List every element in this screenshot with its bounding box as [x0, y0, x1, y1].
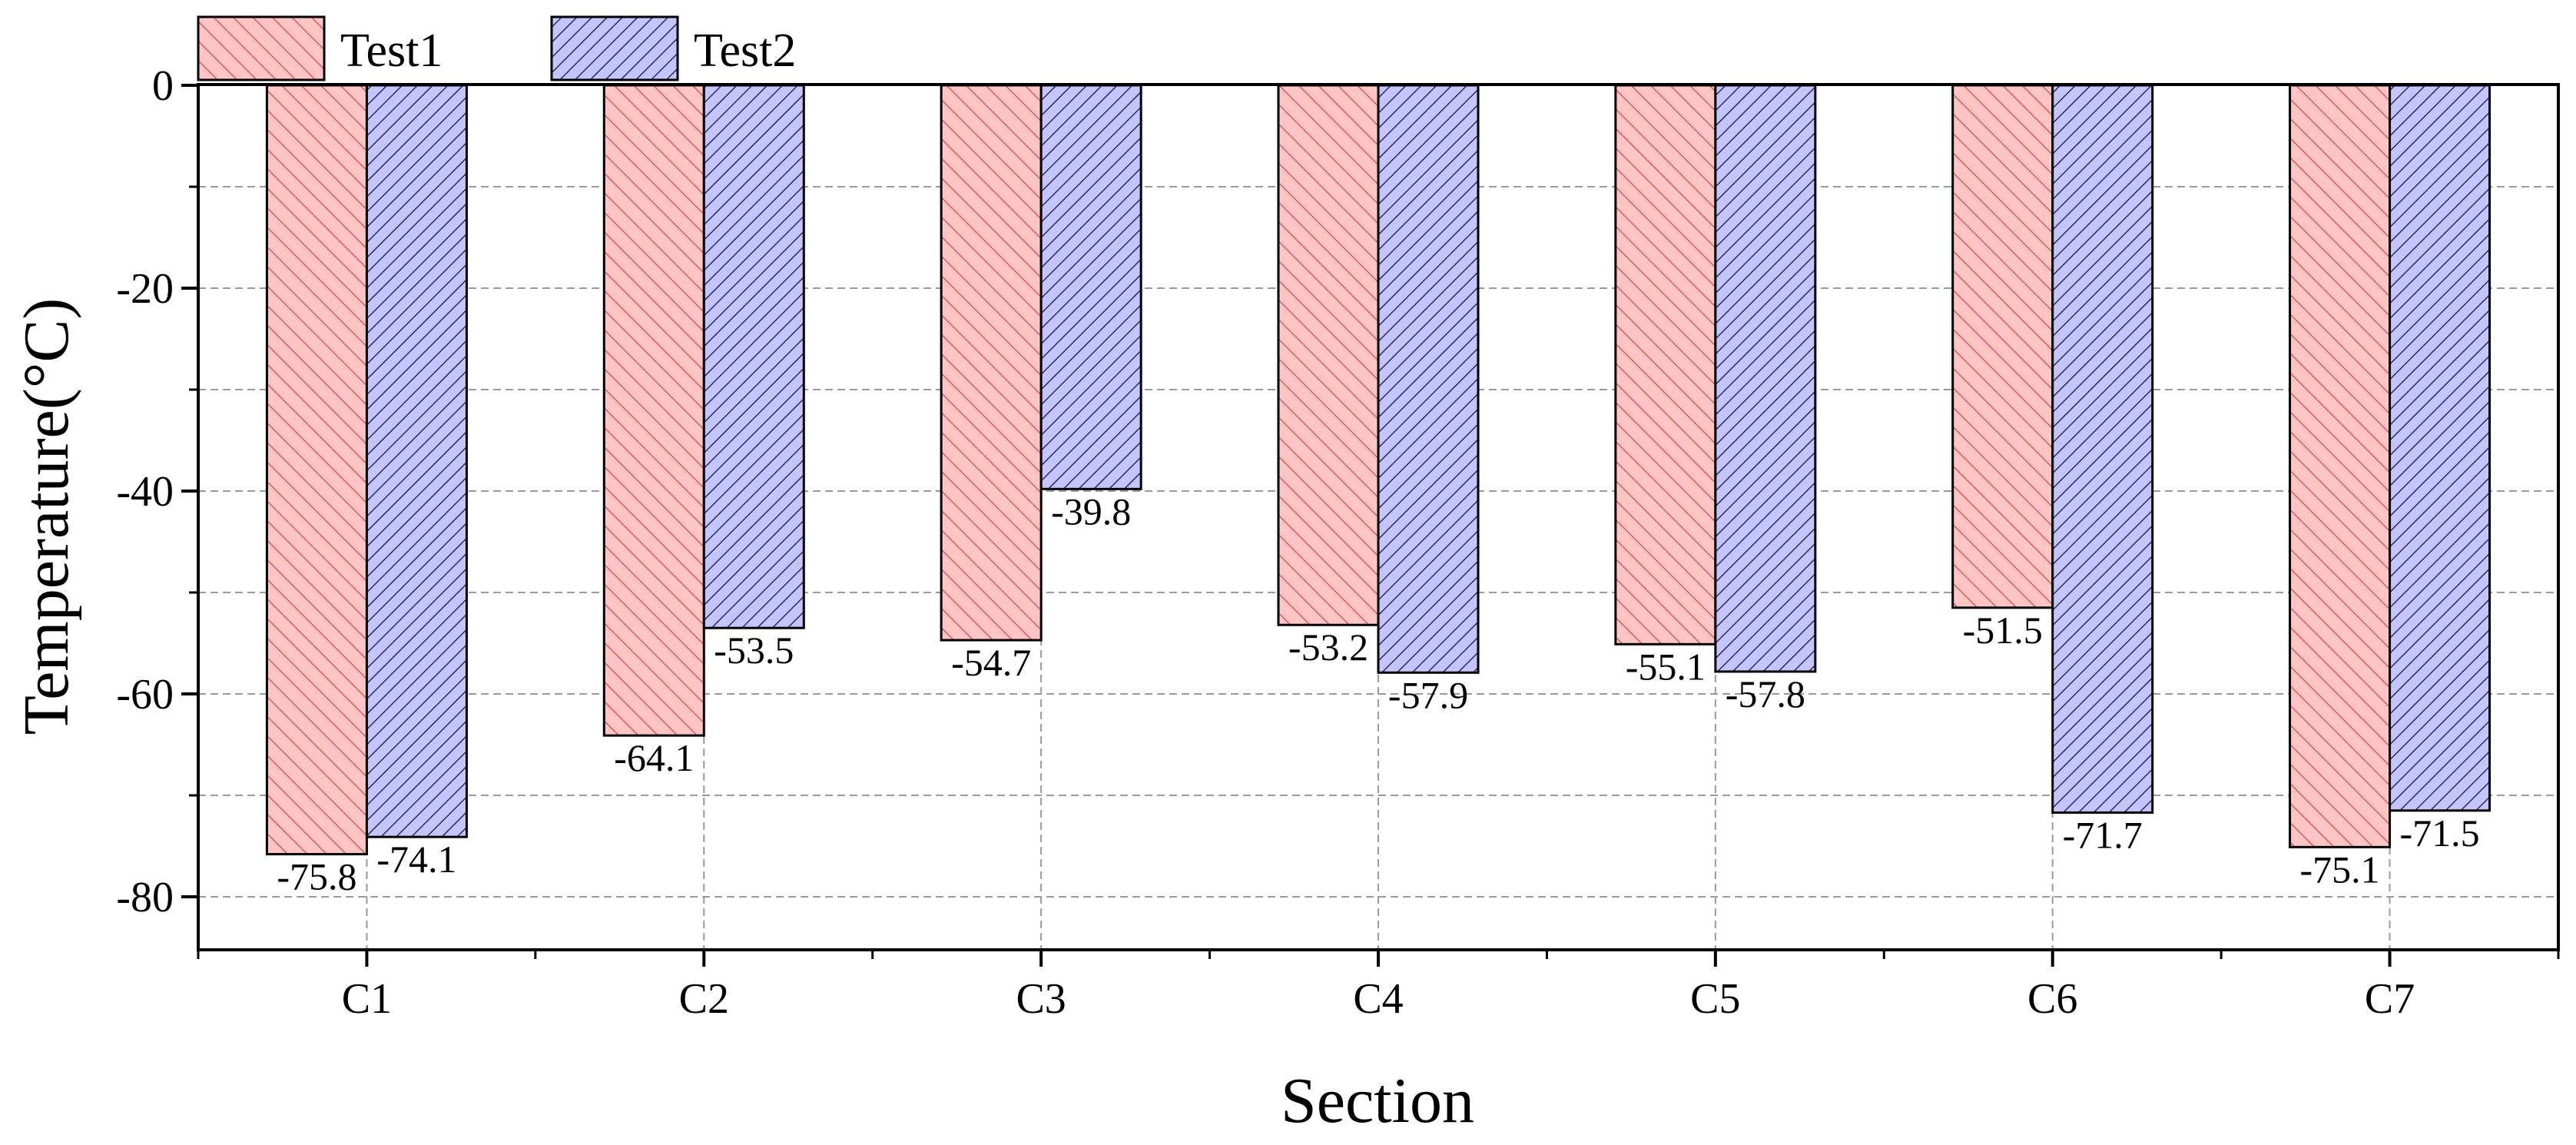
x-axis: C1 C2 C3 C4 C5 C6 C7: [197, 950, 2560, 1023]
y-tick-label: -80: [116, 874, 174, 921]
x-tick-label-c1: C1: [342, 975, 392, 1023]
bar-test1-c2: [602, 84, 705, 737]
bar-test1-c7: [2289, 84, 2392, 848]
legend-swatch-test2: [550, 15, 679, 81]
bar-test1-c3: [940, 84, 1043, 642]
legend-label-test1: Test1: [340, 25, 443, 77]
bar-test1-c5: [1614, 84, 1717, 646]
data-label-test2-c1: -74.1: [376, 838, 456, 881]
x-axis-title: Section: [1281, 1065, 1474, 1137]
bar-test2-c3: [1039, 84, 1142, 490]
data-label-test2-c3: -39.8: [1051, 490, 1131, 533]
y-tick-label: -60: [116, 671, 174, 719]
data-label-test1-c2: -64.1: [614, 736, 694, 779]
y-tick-label: 0: [152, 62, 174, 110]
legend-label-test2: Test2: [694, 25, 796, 77]
bar-test1-c4: [1277, 84, 1380, 626]
legend-item-test2: Test2: [550, 15, 796, 81]
data-label-test2-c6: -71.7: [2063, 813, 2143, 856]
legend-item-test1: Test1: [197, 15, 443, 81]
bar-test2-c7: [2389, 84, 2491, 812]
x-tick-label-c2: C2: [679, 975, 729, 1023]
data-label-test2-c4: -57.9: [1388, 673, 1468, 716]
legend: Test1 Test2: [197, 15, 796, 81]
x-tick-label-c5: C5: [1690, 975, 1740, 1023]
y-tick-label: -20: [116, 265, 174, 313]
data-label-test2-c2: -53.5: [714, 629, 794, 672]
data-label-test2-c7: -71.5: [2399, 811, 2479, 855]
bar-test2-c5: [1714, 84, 1817, 673]
y-axis: 0 -20 -40 -60 -80: [116, 62, 198, 921]
bar-test2-c4: [1377, 84, 1480, 674]
data-label-test1-c4: -53.2: [1288, 626, 1368, 669]
bar-test2-c2: [702, 84, 805, 629]
x-tick-label-c3: C3: [1016, 975, 1066, 1023]
legend-swatch-test1: [197, 15, 326, 81]
x-tick-label-c7: C7: [2365, 975, 2415, 1023]
bar-test1-c1: [265, 84, 368, 856]
x-tick-label-c4: C4: [1353, 975, 1403, 1023]
bar-test2-c6: [2051, 84, 2154, 814]
y-tick-label: -40: [116, 468, 174, 516]
bar-test1-c6: [1951, 84, 2054, 609]
data-label-test1-c5: -55.1: [1626, 645, 1706, 688]
x-tick-label-c6: C6: [2027, 975, 2077, 1023]
data-label-test2-c5: -57.8: [1726, 672, 1805, 715]
bar-test2-c1: [365, 84, 468, 838]
y-axis-title: Temperature(°C): [11, 298, 82, 735]
data-label-test1-c3: -54.7: [951, 641, 1031, 684]
data-labels: -75.8 -64.1 -54.7 -53.2 -55.1 -51.5 -75.1 -74.1…: [277, 490, 2479, 898]
data-label-test1-c1: -75.8: [277, 855, 356, 898]
data-label-test1-c6: -51.5: [1963, 609, 2043, 652]
data-label-test1-c7: -75.1: [2299, 848, 2379, 891]
